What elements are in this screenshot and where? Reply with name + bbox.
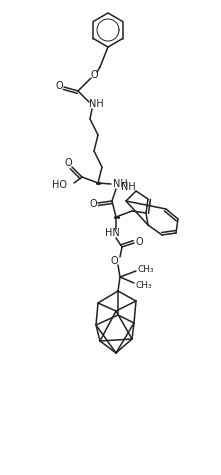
Text: NH: NH: [113, 179, 127, 189]
Text: O: O: [110, 256, 118, 266]
Text: CH₃: CH₃: [138, 265, 154, 274]
Text: HN: HN: [105, 228, 119, 238]
Text: O: O: [135, 237, 143, 247]
Text: O: O: [64, 158, 72, 168]
Text: NH: NH: [121, 182, 135, 192]
Text: O: O: [90, 70, 98, 80]
Text: O: O: [89, 199, 97, 209]
Text: O: O: [55, 81, 63, 91]
Text: CH₃: CH₃: [136, 281, 152, 289]
Text: HO: HO: [52, 180, 67, 190]
Text: NH: NH: [89, 99, 103, 109]
